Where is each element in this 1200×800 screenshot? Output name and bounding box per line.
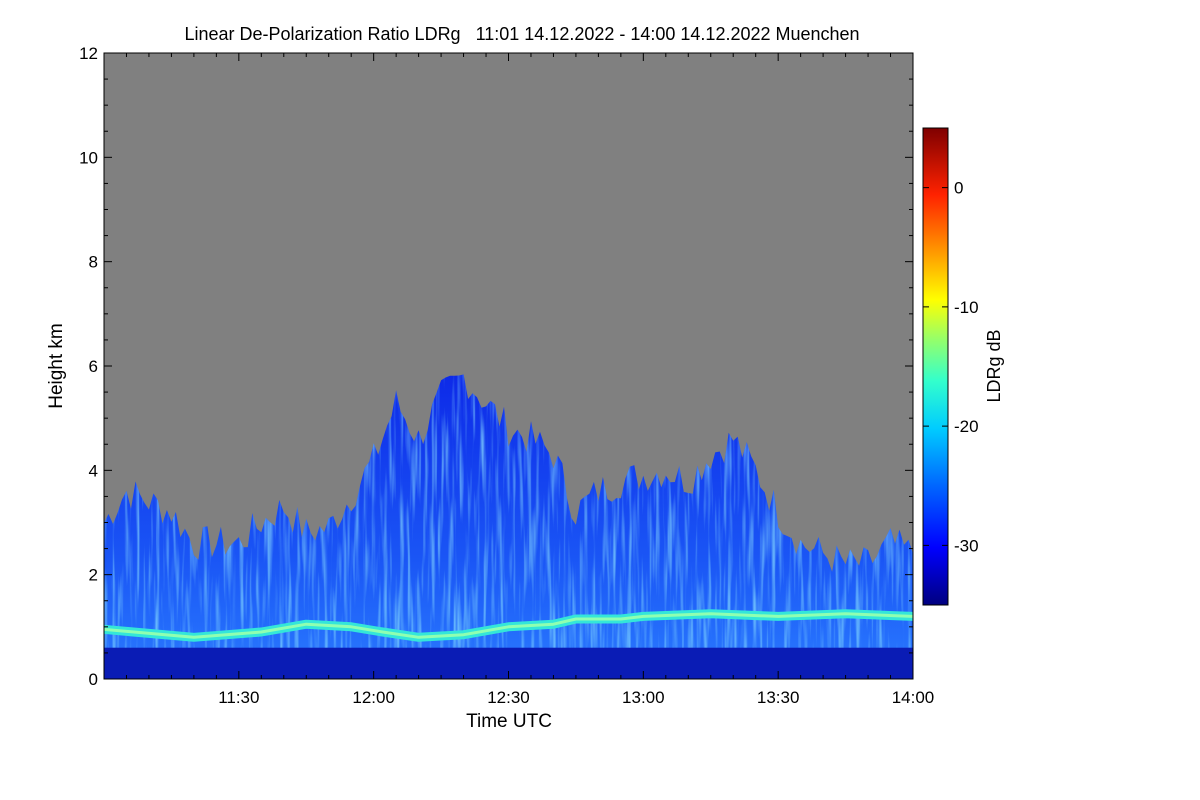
plot-area xyxy=(103,52,914,680)
y-tick-label: 4 xyxy=(89,461,98,480)
aerosol-layer-core xyxy=(104,612,913,639)
y-axis-label: Height km xyxy=(46,323,67,409)
colorbar-scale xyxy=(922,127,949,606)
x-tick-label: 14:00 xyxy=(892,688,935,707)
x-axis-label: Time UTC xyxy=(466,711,552,732)
colorbar-tick-label: -20 xyxy=(954,417,979,436)
y-tick-label: 12 xyxy=(79,44,98,63)
colorbar-tick-label: 0 xyxy=(954,179,963,198)
x-tick-label: 12:30 xyxy=(487,688,530,707)
x-tick-label: 13:30 xyxy=(757,688,800,707)
y-tick-label: 10 xyxy=(79,148,98,167)
x-tick-label: 13:00 xyxy=(622,688,665,707)
colorbar: 0 -10 -20 -30 LDRg dB xyxy=(922,127,1004,606)
cloud-streaks xyxy=(104,374,913,679)
colorbar-ticks: 0 -10 -20 -30 xyxy=(923,179,979,555)
y-tick-label: 8 xyxy=(89,253,98,272)
x-tick-label: 12:00 xyxy=(352,688,395,707)
x-axis: 11:30 12:00 12:30 13:00 13:30 14:00 xyxy=(125,53,935,707)
colorbar-tick-label: -10 xyxy=(954,298,979,317)
colorbar-label: LDRg dB xyxy=(984,329,1004,402)
y-tick-label: 0 xyxy=(89,670,98,689)
y-axis: 0 2 4 6 8 10 12 xyxy=(79,44,913,689)
colorbar-tick-label: -30 xyxy=(954,536,979,555)
x-tick-label: 11:30 xyxy=(218,688,259,707)
y-tick-label: 6 xyxy=(89,357,98,376)
chart-title: Linear De-Polarization Ratio LDRg 11:01 … xyxy=(184,24,859,44)
y-tick-label: 2 xyxy=(89,566,98,585)
